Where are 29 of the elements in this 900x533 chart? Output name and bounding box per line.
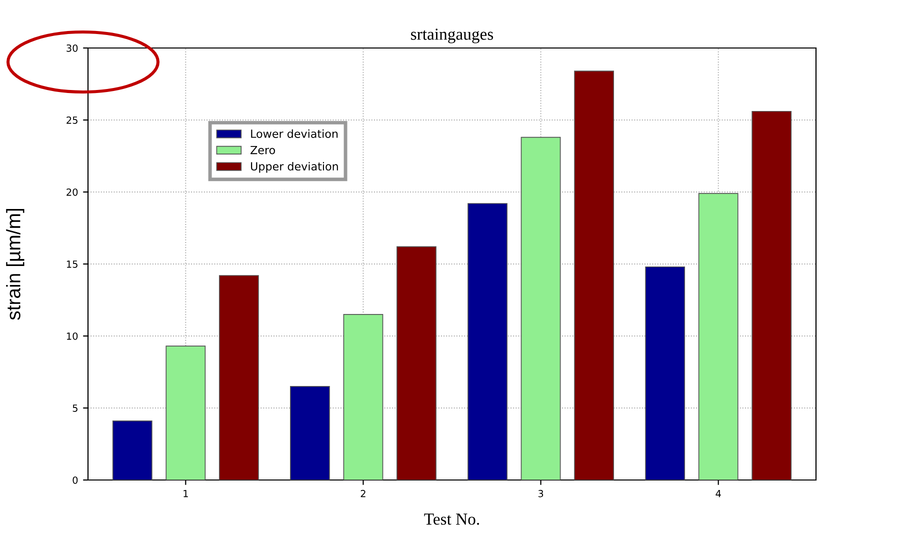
y-tick-label: 30 xyxy=(66,44,78,52)
bar xyxy=(166,346,206,480)
y-tick-label: 0 xyxy=(72,476,78,484)
chart-title: srtaingauges xyxy=(411,28,494,44)
x-tick-label: 2 xyxy=(360,490,366,498)
bar xyxy=(218,275,259,480)
x-tick-label: 4 xyxy=(716,490,721,498)
bar xyxy=(468,203,508,480)
bar xyxy=(752,110,792,480)
legend-label: Lower deviation xyxy=(251,129,338,138)
legend-label: Zero xyxy=(250,146,275,154)
bar xyxy=(645,266,686,480)
bar xyxy=(290,386,330,480)
legend-label: Upper deviation xyxy=(251,162,338,173)
bar xyxy=(343,314,384,480)
y-tick-label: 5 xyxy=(72,404,78,412)
y-tick-label: 15 xyxy=(66,260,78,268)
bar xyxy=(698,193,738,480)
y-tick-label: 25 xyxy=(66,116,78,124)
bar xyxy=(574,70,614,480)
bar xyxy=(396,246,436,480)
x-tick-label: 1 xyxy=(184,490,188,498)
bar xyxy=(112,420,152,480)
y-tick-label: 10 xyxy=(66,332,78,340)
bar xyxy=(520,136,561,480)
x-axis-title: Test No. xyxy=(424,514,480,525)
y-tick-label: 20 xyxy=(66,188,78,196)
y-axis-title: strain [µm/m] xyxy=(6,209,24,320)
x-tick-label: 3 xyxy=(538,490,544,498)
